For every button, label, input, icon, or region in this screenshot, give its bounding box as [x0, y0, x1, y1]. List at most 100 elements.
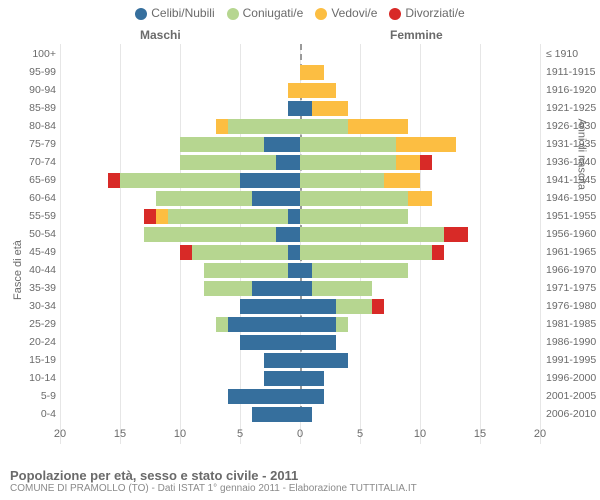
age-label: 45-49 — [29, 246, 56, 258]
bar-segment-cel — [264, 371, 300, 386]
pyramid-row — [60, 352, 540, 369]
female-bar — [300, 263, 408, 278]
age-label: 20-24 — [29, 336, 56, 348]
bar-segment-ved — [348, 119, 408, 134]
male-header: Maschi — [140, 28, 181, 42]
x-tick-label: 20 — [54, 428, 66, 440]
legend-swatch — [227, 8, 239, 20]
legend-label: Divorziati/e — [405, 6, 464, 20]
legend-item: Vedovi/e — [315, 6, 377, 20]
birth-year-label: 1936-1940 — [546, 156, 596, 168]
bar-segment-cel — [300, 389, 324, 404]
chart-subtitle: COMUNE DI PRAMOLLO (TO) - Dati ISTAT 1° … — [10, 483, 417, 494]
pyramid-row — [60, 316, 540, 333]
bar-segment-con — [120, 173, 240, 188]
female-bar — [300, 83, 336, 98]
female-bar — [300, 335, 336, 350]
bar-segment-cel — [240, 299, 300, 314]
birth-year-label: 1961-1965 — [546, 246, 596, 258]
bar-segment-cel — [288, 245, 300, 260]
female-bar — [300, 209, 408, 224]
bar-segment-cel — [300, 371, 324, 386]
age-label: 40-44 — [29, 264, 56, 276]
x-tick-label: 10 — [174, 428, 186, 440]
bar-segment-con — [168, 209, 288, 224]
female-bar — [300, 137, 456, 152]
x-tick-label: 15 — [474, 428, 486, 440]
bar-segment-con — [300, 191, 408, 206]
female-bar — [300, 245, 444, 260]
bar-segment-ved — [312, 101, 348, 116]
pyramid-row — [60, 154, 540, 171]
bar-segment-con — [204, 281, 252, 296]
male-bar — [204, 263, 300, 278]
birth-year-label: 1941-1945 — [546, 174, 596, 186]
bar-segment-ved — [396, 155, 420, 170]
bar-segment-con — [300, 209, 408, 224]
bar-segment-con — [336, 299, 372, 314]
birth-year-label: 1926-1930 — [546, 120, 596, 132]
bar-segment-con — [336, 317, 348, 332]
male-bar — [204, 281, 300, 296]
pyramid-row — [60, 298, 540, 315]
birth-year-label: 1911-1915 — [546, 66, 595, 78]
bar-segment-ved — [216, 119, 228, 134]
pyramid-row — [60, 118, 540, 135]
age-label: 75-79 — [29, 138, 56, 150]
pyramid-row — [60, 226, 540, 243]
age-label: 100+ — [32, 48, 56, 60]
bar-segment-ved — [300, 65, 324, 80]
pyramid-row — [60, 370, 540, 387]
bar-segment-cel — [228, 389, 300, 404]
bar-segment-cel — [288, 209, 300, 224]
age-label: 25-29 — [29, 318, 56, 330]
bar-segment-cel — [300, 353, 348, 368]
bar-segment-cel — [276, 155, 300, 170]
bar-segment-cel — [228, 317, 300, 332]
age-label: 10-14 — [29, 372, 56, 384]
male-bar — [288, 83, 300, 98]
legend-label: Vedovi/e — [331, 6, 377, 20]
male-bar — [180, 245, 300, 260]
bar-segment-con — [180, 155, 276, 170]
pyramid-row — [60, 262, 540, 279]
bar-segment-con — [300, 137, 396, 152]
age-label: 30-34 — [29, 300, 56, 312]
pyramid-row — [60, 406, 540, 423]
bar-segment-con — [300, 227, 444, 242]
age-label: 50-54 — [29, 228, 56, 240]
pyramid-row — [60, 388, 540, 405]
chart-footer: Popolazione per età, sesso e stato civil… — [10, 468, 417, 494]
bar-segment-cel — [240, 173, 300, 188]
bar-segment-cel — [252, 281, 300, 296]
female-bar — [300, 407, 312, 422]
bar-segment-cel — [300, 101, 312, 116]
bar-segment-con — [204, 263, 288, 278]
birth-year-label: 2006-2010 — [546, 408, 596, 420]
bar-segment-con — [300, 155, 396, 170]
bar-segment-cel — [276, 227, 300, 242]
x-tick-label: 15 — [114, 428, 126, 440]
pyramid-row — [60, 172, 540, 189]
bar-segment-con — [300, 119, 348, 134]
bar-segment-cel — [300, 317, 336, 332]
pyramid-row — [60, 244, 540, 261]
birth-year-label: 1966-1970 — [546, 264, 596, 276]
birth-year-label: 1991-1995 — [546, 354, 596, 366]
bar-segment-div — [372, 299, 384, 314]
bar-segment-div — [432, 245, 444, 260]
bar-segment-cel — [300, 263, 312, 278]
female-bar — [300, 119, 408, 134]
legend-swatch — [389, 8, 401, 20]
male-bar — [108, 173, 300, 188]
age-label: 0-4 — [41, 408, 56, 420]
age-label: 85-89 — [29, 102, 56, 114]
bar-segment-con — [300, 245, 432, 260]
bar-segment-con — [180, 137, 264, 152]
pyramid-row — [60, 334, 540, 351]
bar-segment-con — [300, 173, 384, 188]
female-bar — [300, 353, 348, 368]
female-header: Femmine — [390, 28, 443, 42]
age-label: 70-74 — [29, 156, 56, 168]
male-bar — [144, 227, 300, 242]
